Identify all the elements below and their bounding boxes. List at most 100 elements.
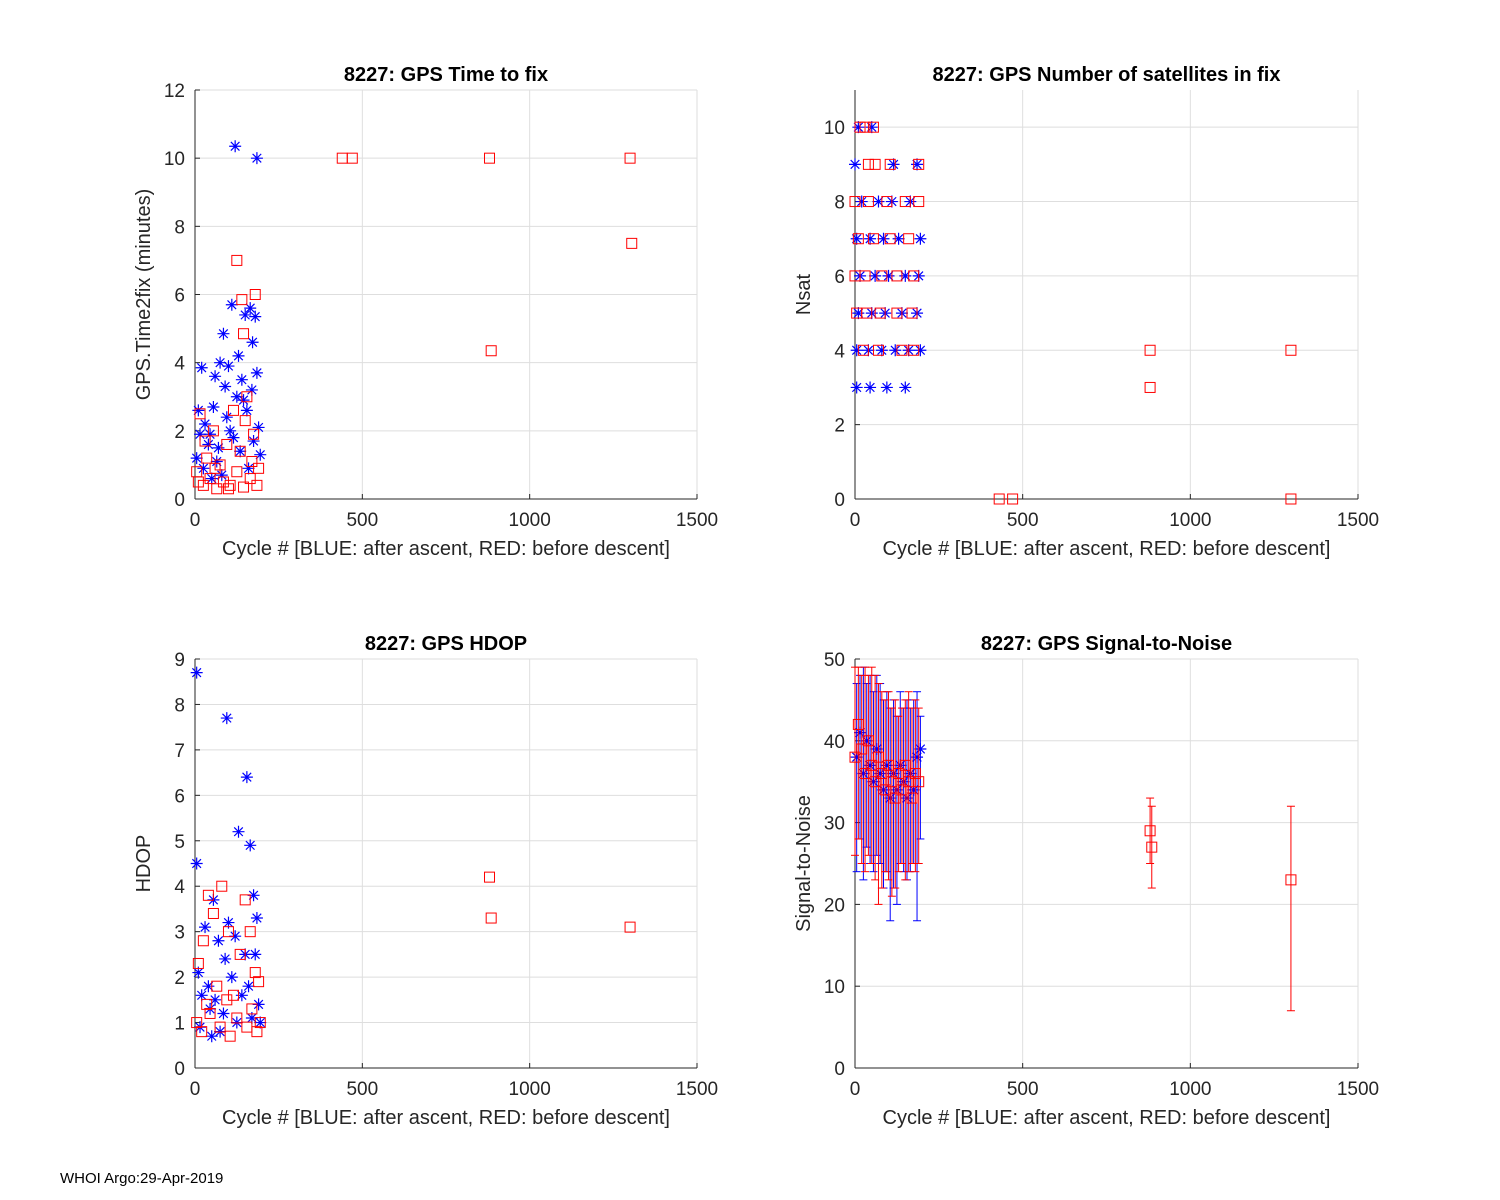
data-point-asterisk	[225, 971, 238, 984]
data-point-square	[214, 1021, 226, 1033]
data-point-asterisk	[869, 269, 882, 282]
data-point-square	[862, 158, 874, 170]
data-point-square	[251, 1026, 263, 1038]
y-tick-label: 6	[174, 286, 185, 307]
data-point-square	[199, 435, 211, 447]
data-point-asterisk	[254, 1016, 267, 1029]
y-tick-label: 8	[174, 217, 185, 238]
subplot-2: 0 500 1000 1500 0 2 4 6 8 10 8227: GPS Number of s…	[793, 64, 1379, 560]
data-point-asterisk	[209, 993, 222, 1006]
data-point-square	[485, 345, 497, 357]
data-point-square	[893, 768, 905, 780]
y-tick-label: 0	[834, 490, 845, 511]
data-point-asterisk	[232, 349, 245, 362]
footer-text: WHOI Argo:29-Apr-2019	[60, 1170, 223, 1187]
series-square	[191, 871, 636, 1042]
plot-area	[855, 90, 1358, 499]
data-point-square	[867, 121, 879, 133]
data-point-asterisk	[874, 767, 887, 780]
data-point-square	[1146, 841, 1158, 853]
data-point-square	[872, 344, 884, 356]
data-point-square	[241, 391, 253, 403]
data-point-square	[883, 759, 895, 771]
data-point-asterisk	[850, 751, 863, 764]
data-point-asterisk	[217, 1007, 230, 1020]
data-point-square	[852, 233, 864, 245]
x-tick-label: 500	[1007, 1079, 1039, 1100]
data-point-square	[202, 889, 214, 901]
data-point-asterisk	[194, 428, 207, 441]
data-point-asterisk	[899, 381, 912, 394]
plot-area	[855, 659, 1358, 1068]
data-point-square	[849, 751, 861, 763]
data-point-asterisk	[190, 666, 203, 679]
data-point-square	[867, 233, 879, 245]
data-point-square	[908, 270, 920, 282]
chart-title: 8227: GPS Signal-to-Noise	[981, 633, 1232, 655]
data-point-asterisk	[850, 344, 863, 357]
x-tick-label: 1500	[676, 1079, 718, 1100]
y-tick-label: 5	[174, 832, 185, 853]
data-point-asterisk	[914, 232, 927, 245]
data-point-square	[624, 921, 636, 933]
data-point-square	[862, 196, 874, 208]
y-tick-label: 40	[824, 732, 845, 753]
data-point-asterisk	[880, 759, 893, 772]
y-tick-label: 12	[164, 81, 185, 102]
data-point-asterisk	[217, 327, 230, 340]
data-point-asterisk	[242, 462, 255, 475]
data-point-square	[248, 428, 260, 440]
y-axis-label: GPS.Time2fix (minutes)	[133, 189, 155, 401]
data-point-square	[254, 1017, 266, 1029]
y-tick-label: 7	[174, 741, 185, 762]
x-axis-label: Cycle # [BLUE: after ascent, RED: before…	[222, 1107, 670, 1129]
data-point-asterisk	[911, 158, 924, 171]
data-point-asterisk	[864, 232, 877, 245]
x-tick-label: 0	[190, 1079, 201, 1100]
x-tick-label: 0	[850, 510, 861, 531]
x-tick-label: 500	[1007, 510, 1039, 531]
data-point-asterisk	[892, 232, 905, 245]
data-point-asterisk	[244, 839, 257, 852]
data-point-asterisk	[240, 771, 253, 784]
x-tick-label: 1500	[1337, 1079, 1379, 1100]
y-tick-label: 4	[174, 354, 185, 375]
data-point-asterisk	[192, 404, 205, 417]
y-axis-label: Signal-to-Noise	[793, 795, 815, 932]
data-point-asterisk	[860, 734, 873, 747]
y-tick-label: 0	[174, 1059, 185, 1080]
data-point-square	[1007, 493, 1019, 505]
data-point-square	[246, 1003, 258, 1015]
data-point-square	[239, 894, 251, 906]
data-point-asterisk	[245, 383, 258, 396]
x-tick-label: 0	[850, 1079, 861, 1100]
data-point-asterisk	[882, 269, 895, 282]
data-point-square	[196, 1026, 208, 1038]
x-axis-label: Cycle # [BLUE: after ascent, RED: before…	[883, 538, 1331, 560]
data-point-square	[852, 718, 864, 730]
data-point-asterisk	[199, 418, 212, 431]
data-point-asterisk	[202, 438, 215, 451]
data-point-square	[913, 196, 925, 208]
data-point-square	[222, 926, 234, 938]
data-point-asterisk	[209, 370, 222, 383]
data-point-asterisk	[214, 356, 227, 369]
data-point-square	[876, 270, 888, 282]
data-point-asterisk	[250, 366, 263, 379]
series-asterisk	[190, 140, 267, 485]
x-tick-label: 1000	[509, 510, 551, 531]
data-point-asterisk	[225, 298, 238, 311]
data-point-asterisk	[229, 930, 242, 943]
y-axis-label: Nsat	[793, 273, 815, 315]
data-point-square	[886, 776, 898, 788]
data-point-asterisk	[212, 934, 225, 947]
data-point-asterisk	[239, 308, 252, 321]
data-point-square	[211, 483, 223, 495]
data-point-square	[197, 935, 209, 947]
data-point-asterisk	[887, 158, 900, 171]
data-point-asterisk	[244, 302, 257, 315]
data-point-square	[879, 784, 891, 796]
data-point-square	[224, 1030, 236, 1042]
data-point-asterisk	[192, 966, 205, 979]
x-tick-label: 500	[346, 1079, 378, 1100]
